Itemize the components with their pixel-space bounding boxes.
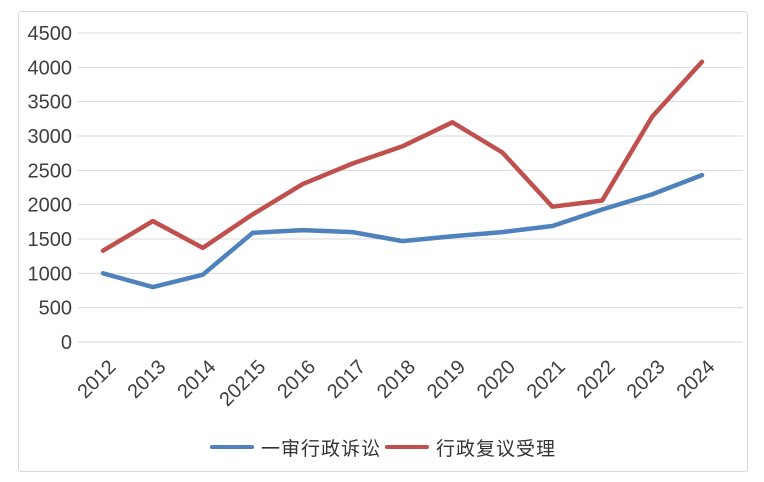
- legend-label-litigation: 一审行政诉讼: [260, 438, 381, 460]
- series-line-litigation: [100, 172, 705, 290]
- legend-item-litigation: 一审行政诉讼: [209, 434, 381, 461]
- y-tick-label: 1000: [28, 263, 73, 285]
- x-tick-label: 2023: [623, 356, 670, 403]
- x-tick-label: 2014: [173, 356, 220, 403]
- x-tick-label: 2017: [323, 356, 370, 403]
- series-line-reconsideration: [100, 59, 705, 253]
- chart-legend: 一审行政诉讼 行政复议受理: [18, 434, 748, 460]
- x-tick-label: 2024: [673, 356, 720, 403]
- y-tick-label: 0: [61, 332, 72, 354]
- legend-line-swatch-blue: [209, 445, 254, 449]
- x-tick-label: 20215: [215, 356, 270, 411]
- x-tick-label: 2021: [523, 356, 570, 403]
- y-tick-label: 4500: [28, 23, 73, 45]
- y-tick-label: 1500: [28, 229, 73, 251]
- y-tick-label: 2000: [28, 195, 73, 217]
- x-tick-label: 2019: [423, 356, 470, 403]
- y-tick-label: 3500: [28, 92, 73, 114]
- chart-frame: [18, 11, 748, 472]
- y-tick-label: 3000: [28, 126, 73, 148]
- legend-label-reconsideration: 行政复议受理: [436, 438, 557, 460]
- x-tick-label: 2020: [473, 356, 520, 403]
- y-tick-label: 500: [39, 298, 72, 320]
- legend-line-swatch-red: [385, 445, 429, 449]
- legend-item-reconsideration: 行政复议受理: [385, 434, 556, 461]
- x-tick-label: 2012: [74, 356, 121, 403]
- x-tick-label: 2018: [373, 356, 420, 403]
- x-tick-label: 2022: [573, 356, 620, 403]
- y-tick-label: 4000: [28, 57, 73, 79]
- x-tick-label: 2016: [273, 356, 320, 403]
- x-tick-label: 2013: [123, 356, 170, 403]
- y-tick-label: 2500: [28, 160, 73, 182]
